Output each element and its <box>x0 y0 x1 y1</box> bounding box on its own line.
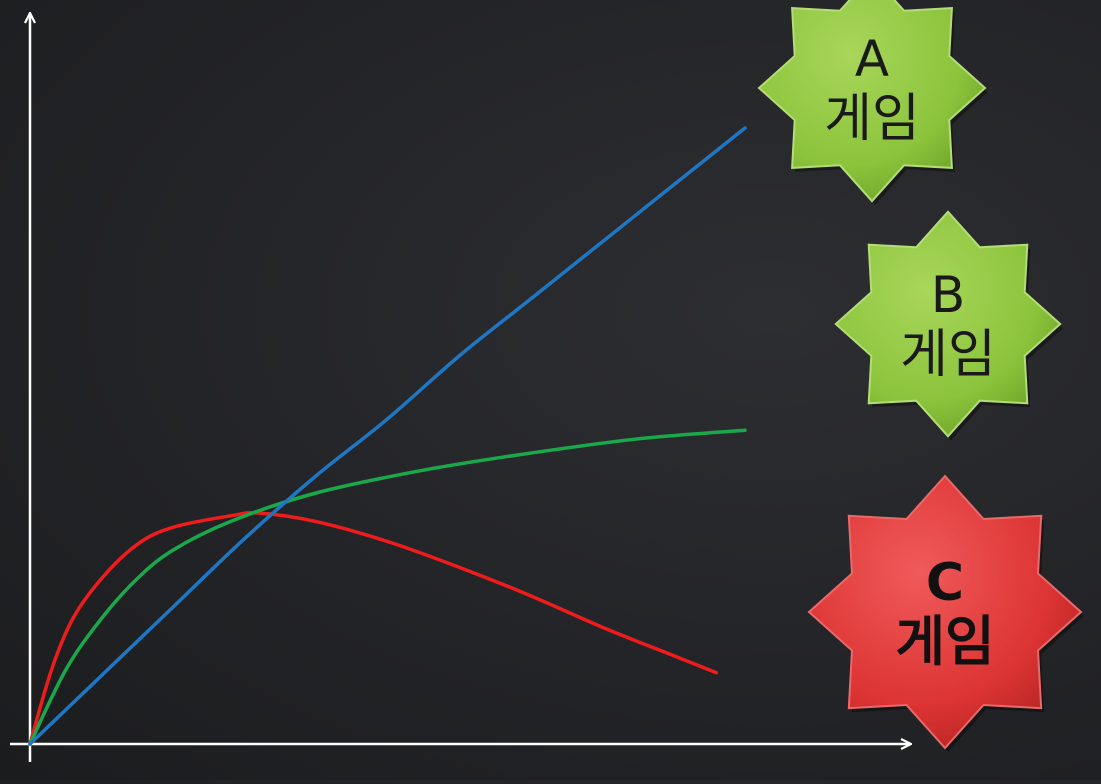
badge-letter: C <box>926 553 964 613</box>
axes <box>10 14 910 762</box>
badge-label: 게임 <box>900 325 996 385</box>
series-line-a <box>28 126 747 746</box>
badge-star-shape <box>834 210 1062 438</box>
series-layer <box>28 126 747 746</box>
legend-badge-b: B게임 <box>834 210 1064 441</box>
series-line-c <box>28 510 719 746</box>
legend-badge-a: A게임 <box>757 0 988 206</box>
badge-label: 게임 <box>895 610 994 673</box>
badge-star-shape <box>807 474 1083 750</box>
badge-star-shape <box>757 0 987 203</box>
badge-letter: A <box>855 30 889 88</box>
badge-label: 게임 <box>824 89 920 149</box>
badge-letter: B <box>931 266 965 324</box>
series-line-b <box>28 428 747 746</box>
legend-badge-c: C게임 <box>807 474 1084 752</box>
